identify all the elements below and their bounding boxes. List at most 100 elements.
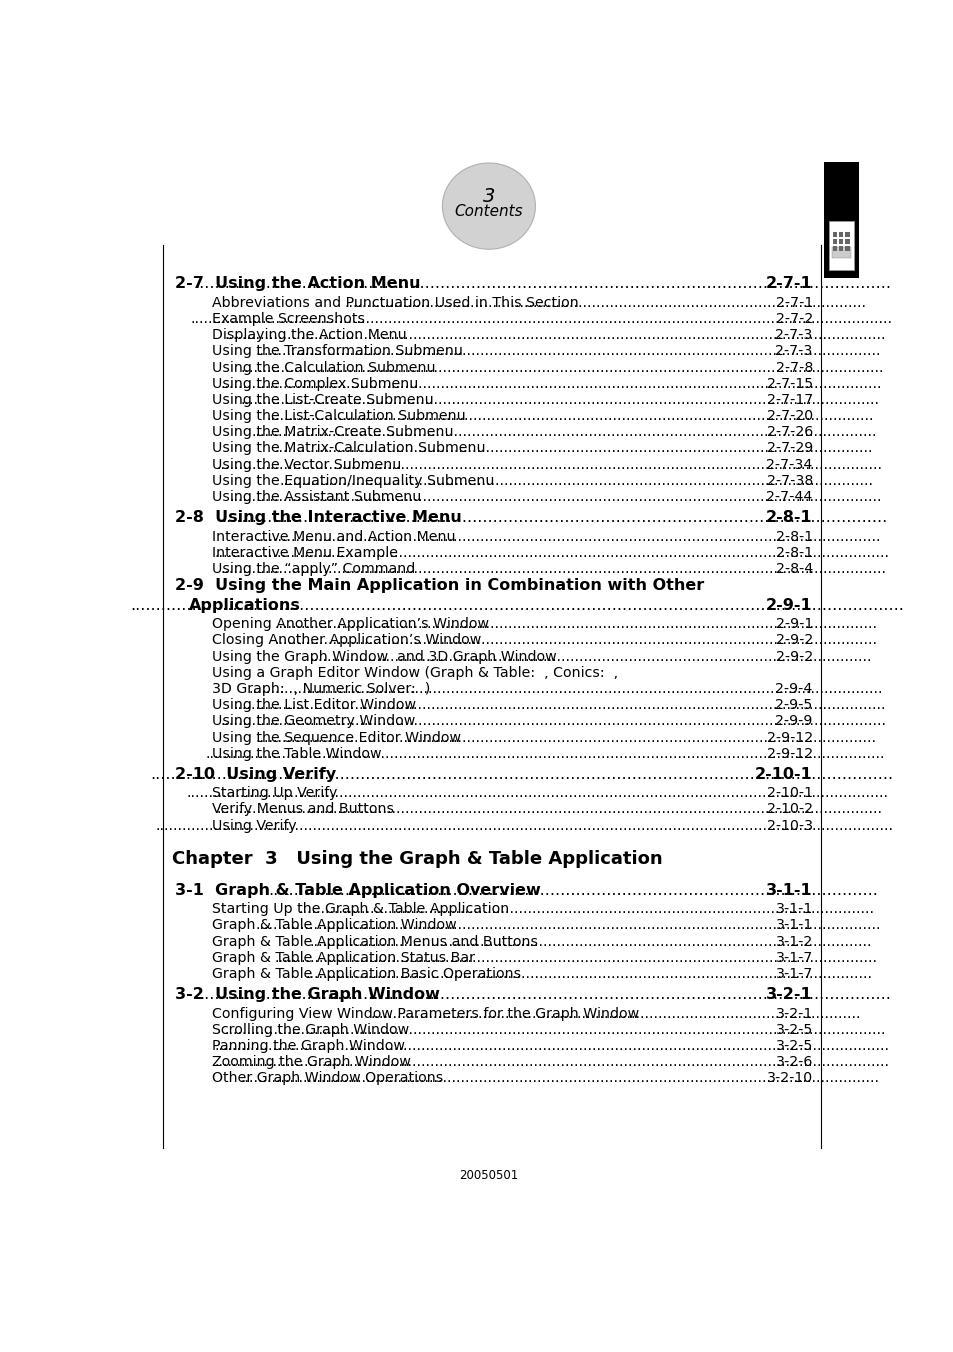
Text: ................................................................................: ........................................…	[309, 934, 871, 949]
Bar	[844, 239, 849, 243]
Text: 3-2-10: 3-2-10	[766, 1071, 812, 1086]
Text: Using the Complex Submenu: Using the Complex Submenu	[212, 377, 418, 391]
Text: ................................................................................: ........................................…	[216, 803, 882, 817]
Text: 2-7-17: 2-7-17	[766, 393, 812, 407]
Text: 3-1-1: 3-1-1	[775, 918, 812, 933]
Text: 3-1-7: 3-1-7	[775, 967, 812, 982]
Text: 2-7-38: 2-7-38	[766, 473, 812, 488]
Text: Using the List-Create Submenu: Using the List-Create Submenu	[212, 393, 434, 407]
Text: ................................................................................: ........................................…	[255, 918, 880, 933]
Text: 3-1-7: 3-1-7	[775, 950, 812, 965]
Text: ................................................................................: ........................................…	[268, 883, 877, 898]
Text: 2-7-3: 2-7-3	[775, 329, 812, 342]
Text: ................................................................................: ........................................…	[233, 698, 885, 713]
Text: Using the Equation/Inequality Submenu: Using the Equation/Inequality Submenu	[212, 473, 494, 488]
Text: Using the List Editor Window: Using the List Editor Window	[212, 698, 416, 713]
Text: 2-9-12: 2-9-12	[766, 730, 812, 745]
Text: 2-7-3: 2-7-3	[775, 345, 812, 358]
Text: 2-8-1: 2-8-1	[765, 510, 812, 525]
Text: ................................................................................: ........................................…	[155, 819, 893, 833]
Text: 2-8-1: 2-8-1	[775, 530, 812, 544]
Text: ................................................................................: ........................................…	[225, 329, 885, 342]
Text: ................................................................................: ........................................…	[255, 345, 880, 358]
Text: ................................................................................: ........................................…	[240, 393, 879, 407]
Text: ................................................................................: ........................................…	[279, 473, 872, 488]
Text: 2-7-15: 2-7-15	[766, 377, 812, 391]
Text: 2-9-9: 2-9-9	[775, 714, 812, 729]
Text: Other Graph Window Operations: Other Graph Window Operations	[212, 1071, 443, 1086]
Text: ................................................................................: ........................................…	[213, 1038, 888, 1053]
Text: 3-2-1: 3-2-1	[775, 1006, 812, 1021]
Text: ................................................................................: ........................................…	[255, 730, 876, 745]
Text: Graph & Table Application Status Bar: Graph & Table Application Status Bar	[212, 950, 475, 965]
Bar	[832, 246, 837, 250]
Text: 2-8  Using the Interactive Menu: 2-8 Using the Interactive Menu	[174, 510, 461, 525]
Text: Closing Another Application’s Window: Closing Another Application’s Window	[212, 634, 481, 648]
Text: 2-8-4: 2-8-4	[775, 562, 812, 576]
Text: ................................................................................: ........................................…	[309, 650, 871, 664]
Bar	[839, 246, 842, 250]
Text: ................................................................................: ........................................…	[240, 361, 882, 375]
Text: 2-7-26: 2-7-26	[766, 425, 812, 439]
Text: Using the Transformation Submenu: Using the Transformation Submenu	[212, 345, 462, 358]
Text: Using the Geometry Window: Using the Geometry Window	[212, 714, 416, 729]
Text: ................................................................................: ........................................…	[370, 1006, 860, 1021]
Text: 2-9-4: 2-9-4	[775, 681, 812, 696]
Text: ................................................................................: ........................................…	[213, 1055, 888, 1069]
Text: Starting Up Verify: Starting Up Verify	[212, 787, 337, 800]
Bar	[844, 246, 849, 250]
Text: Contents: Contents	[455, 204, 522, 219]
Text: ................................................................................: ........................................…	[221, 510, 886, 525]
Text: 2-10-2: 2-10-2	[766, 803, 812, 817]
Text: ................................................................................: ........................................…	[274, 950, 877, 965]
Text: 3-1-2: 3-1-2	[775, 934, 812, 949]
Text: Graph & Table Application Menus and Buttons: Graph & Table Application Menus and Butt…	[212, 934, 537, 949]
Text: Using the “apply” Command: Using the “apply” Command	[212, 562, 416, 576]
Text: Panning the Graph Window: Panning the Graph Window	[212, 1038, 405, 1053]
Text: 2-9-1: 2-9-1	[765, 598, 812, 612]
Bar	[839, 239, 842, 243]
Text: 20050501: 20050501	[458, 1169, 518, 1182]
Text: ................................................................................: ........................................…	[230, 489, 882, 504]
Text: Scrolling the Graph Window: Scrolling the Graph Window	[212, 1022, 409, 1037]
Text: 3-1-1: 3-1-1	[775, 902, 812, 917]
Text: Using a Graph Editor Window (Graph & Table:  , Conics:  ,: Using a Graph Editor Window (Graph & Tab…	[212, 665, 618, 680]
Text: ................................................................................: ........................................…	[213, 546, 888, 560]
Text: 3-2  Using the Graph Window: 3-2 Using the Graph Window	[174, 987, 439, 1002]
Text: Using the Matrix-Calculation Submenu: Using the Matrix-Calculation Submenu	[212, 441, 485, 456]
Text: Graph & Table Application Window: Graph & Table Application Window	[212, 918, 456, 933]
Text: 2-9-12: 2-9-12	[766, 746, 812, 761]
Text: Zooming the Graph Window: Zooming the Graph Window	[212, 1055, 411, 1069]
Text: ................................................................................: ........................................…	[206, 746, 884, 761]
Text: Using the Graph Window  and 3D Graph Window: Using the Graph Window and 3D Graph Wind…	[212, 650, 557, 664]
Text: Graph & Table Application Basic Operations: Graph & Table Application Basic Operatio…	[212, 967, 521, 982]
Text: ................................................................................: ........................................…	[274, 634, 877, 648]
Text: 2-7-2: 2-7-2	[775, 312, 812, 326]
Text: Starting Up the Graph & Table Application: Starting Up the Graph & Table Applicatio…	[212, 902, 509, 917]
Text: ................................................................................: ........................................…	[251, 425, 876, 439]
Text: Using the Assistant Submenu: Using the Assistant Submenu	[212, 489, 421, 504]
Text: 2-7-1: 2-7-1	[765, 276, 812, 291]
Text: 2-7-20: 2-7-20	[766, 410, 812, 423]
Text: ................................................................................: ........................................…	[220, 714, 885, 729]
Text: 3-1-1: 3-1-1	[765, 883, 812, 898]
Text: Using the Calculation Submenu: Using the Calculation Submenu	[212, 361, 436, 375]
Text: Abbreviations and Punctuation Used in This Section: Abbreviations and Punctuation Used in Th…	[212, 296, 578, 310]
Text: ................................................................................: ........................................…	[249, 681, 882, 696]
Text: 3-2-5: 3-2-5	[775, 1038, 812, 1053]
Text: Interactive Menu Example: Interactive Menu Example	[212, 546, 397, 560]
Text: 3D Graph:  , Numeric Solver:  ): 3D Graph: , Numeric Solver: )	[212, 681, 430, 696]
Text: 3-2-6: 3-2-6	[775, 1055, 812, 1069]
Text: ................................................................................: ........................................…	[266, 410, 873, 423]
Text: 2-7-1: 2-7-1	[775, 296, 812, 310]
Text: 2-7  Using the Action Menu: 2-7 Using the Action Menu	[174, 276, 420, 291]
Text: ................................................................................: ........................................…	[225, 1022, 885, 1037]
Text: ................................................................................: ........................................…	[216, 457, 882, 472]
Text: 2-8-1: 2-8-1	[775, 546, 812, 560]
Bar	[828, 220, 853, 270]
Text: Interactive Menu and Action Menu: Interactive Menu and Action Menu	[212, 530, 456, 544]
Bar	[832, 233, 837, 237]
Ellipse shape	[442, 164, 535, 249]
Text: 2-10  Using Verify: 2-10 Using Verify	[174, 767, 335, 781]
Text: ................................................................................: ........................................…	[274, 441, 873, 456]
